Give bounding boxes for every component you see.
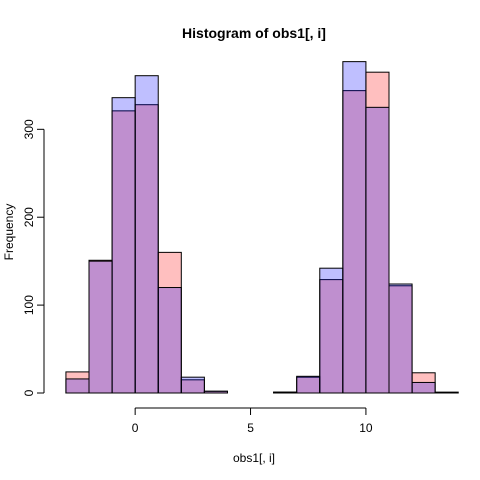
histogram-bar [203, 390, 228, 394]
histogram-bar [365, 106, 390, 394]
x-tick-label: 10 [359, 421, 373, 435]
histogram-bar [65, 378, 90, 394]
x-tick-label: 5 [247, 421, 254, 435]
y-tick-label: 0 [22, 389, 36, 396]
histogram-bar [157, 287, 182, 394]
histogram-bar [88, 260, 113, 394]
y-axis: 0 100 200 300 [22, 119, 45, 396]
histogram-bar [342, 61, 367, 394]
y-axis-label: Frequency [2, 204, 16, 261]
histogram-bar [273, 391, 298, 394]
histogram-bar [296, 375, 321, 394]
y-tick-label: 300 [22, 119, 36, 139]
chart-title: Histogram of obs1[, i] [182, 25, 326, 41]
x-tick-label: 0 [132, 421, 139, 435]
histogram-bar [111, 97, 136, 394]
histogram-bar [134, 75, 159, 394]
histogram-bar [180, 376, 205, 394]
y-tick-label: 100 [22, 295, 36, 315]
histogram-bar [319, 267, 344, 394]
histogram-bar [388, 283, 413, 394]
x-axis: 0 5 10 [132, 407, 373, 435]
bars-layer [65, 61, 459, 394]
histogram-bar [411, 381, 436, 394]
x-axis-label: obs1[, i] [233, 451, 275, 465]
y-tick-label: 200 [22, 207, 36, 227]
histogram-bar [434, 391, 459, 394]
